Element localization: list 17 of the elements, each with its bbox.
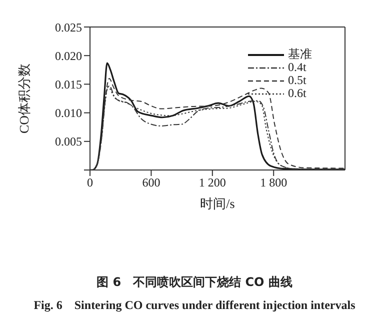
- caption: 图 6 不同喷吹区间下烧结 CO 曲线: [96, 274, 294, 291]
- y-axis-title: CO体积分数: [16, 63, 32, 134]
- legend-label: 0.6t: [288, 86, 306, 101]
- legend-label: 0.5t: [288, 73, 306, 88]
- legend-label: 0.4t: [288, 60, 306, 75]
- y-tick-label: 0.025: [55, 20, 82, 34]
- x-tick-label: 1 800: [260, 176, 288, 190]
- legend-label: 基准: [288, 46, 312, 63]
- y-tick-label: 0.020: [55, 48, 82, 63]
- y-tick-label: 0.010: [55, 106, 82, 120]
- x-axis-title: 时间/s: [200, 196, 235, 211]
- x-tick-label: 600: [142, 176, 160, 190]
- y-tick-label: 0.015: [55, 77, 82, 92]
- x-tick-label: 1 200: [198, 176, 226, 190]
- y-tick-label: 0.005: [55, 134, 82, 149]
- caption: Fig. 6 Sintering CO curves under different injection intervals: [32, 297, 356, 314]
- x-tick-label: 0: [87, 176, 93, 190]
